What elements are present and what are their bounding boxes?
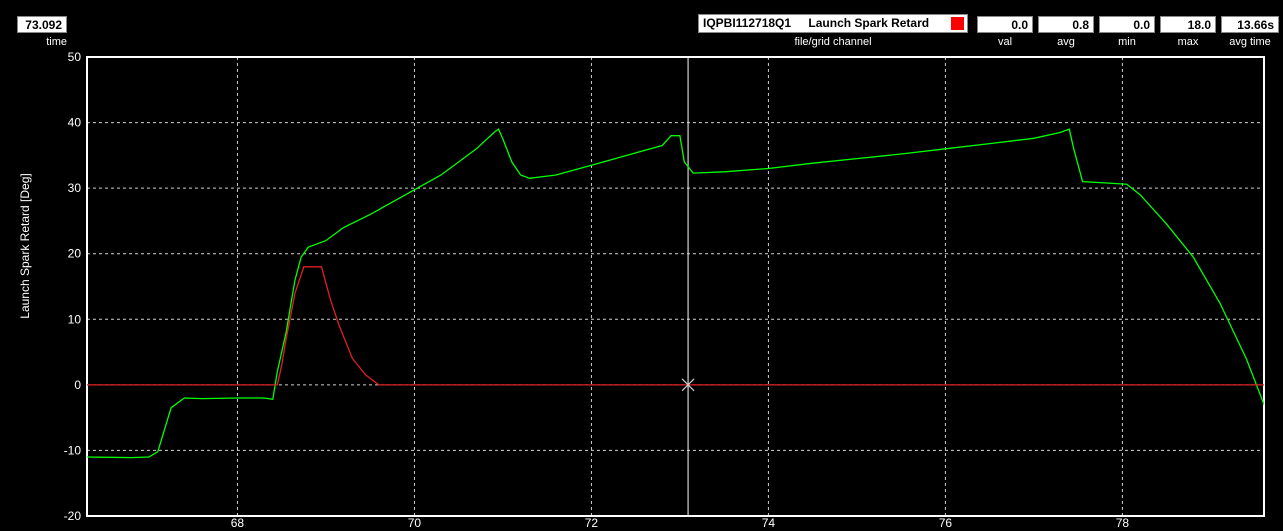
x-tick-label: 70 (408, 516, 422, 530)
stat-avgtime-value: 13.66s (1221, 16, 1279, 33)
time-value: 73.092 (17, 16, 67, 33)
y-tick-label: 50 (68, 50, 82, 64)
cursor-marker (681, 378, 695, 392)
stat-val-label: val (997, 36, 1013, 48)
channel-file: IQPBI112718Q1 (703, 16, 792, 30)
y-tick-label: 20 (68, 247, 82, 261)
stat-max-value: 18.0 (1160, 16, 1216, 33)
y-tick-label: 30 (68, 181, 82, 195)
stat-min-value: 0.0 (1099, 16, 1155, 33)
stat-val-value: 0.0 (977, 16, 1033, 33)
y-tick-label: -20 (64, 509, 82, 523)
x-tick-label: 72 (585, 516, 599, 530)
stat-avg-value: 0.8 (1038, 16, 1094, 33)
channel-selector[interactable]: IQPBI112718Q1 Launch Spark Retard (698, 14, 968, 33)
plot-frame (86, 56, 1265, 517)
x-tick-label: 78 (1116, 516, 1130, 530)
stat-avgtime-label: avg time (1229, 36, 1271, 48)
time-caption: time (46, 36, 67, 48)
series-line-0 (87, 128, 1264, 459)
y-tick-label: 0 (74, 378, 81, 392)
y-tick-label: -10 (64, 443, 82, 457)
stat-max-label: max (1177, 36, 1199, 48)
stat-min-label: min (1118, 36, 1136, 48)
x-tick-label: 76 (939, 516, 953, 530)
series-line-1 (87, 266, 1264, 386)
x-tick-label: 68 (231, 516, 245, 530)
y-tick-label: 40 (68, 116, 82, 130)
stat-avg-label: avg (1057, 36, 1075, 48)
channel-color-swatch[interactable] (951, 17, 964, 30)
channel-caption: file/grid channel (794, 36, 872, 48)
y-tick-label: 10 (68, 312, 82, 326)
channel-name: Launch Spark Retard (808, 16, 930, 30)
x-tick-label: 74 (762, 516, 776, 530)
